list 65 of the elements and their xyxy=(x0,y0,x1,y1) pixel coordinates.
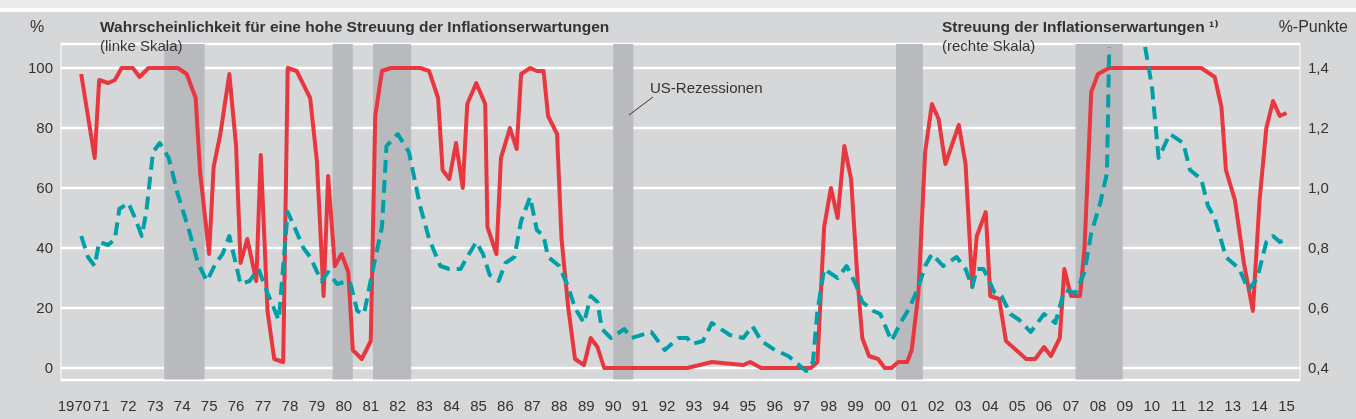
x-tick-label: 11 xyxy=(1171,396,1187,414)
y-tick-label: 0 xyxy=(44,359,53,377)
x-tick-label: 09 xyxy=(1116,396,1134,414)
y2-tick-label: 1,0 xyxy=(1308,179,1329,197)
x-tick-label: 86 xyxy=(497,396,514,414)
x-tick-label: 85 xyxy=(470,396,487,414)
x-tick-label: 89 xyxy=(577,396,595,414)
y-tick-label: 60 xyxy=(36,179,53,197)
x-tick-label: 12 xyxy=(1197,396,1215,414)
x-tick-label: 06 xyxy=(1035,396,1053,414)
x-tick-label: 04 xyxy=(981,396,999,414)
x-tick-label: 90 xyxy=(604,396,622,414)
x-tick-label: 71 xyxy=(93,396,110,414)
x-tick-label: 14 xyxy=(1251,396,1268,414)
x-tick-label: 02 xyxy=(928,396,945,414)
annotation: US-Rezessionen xyxy=(650,79,763,96)
text: Wahrscheinlichkeit für eine hohe Streuung der Inflationserwartungen xyxy=(100,17,610,36)
y-axis-title: % xyxy=(30,18,45,36)
y-tick-label: 80 xyxy=(36,119,53,137)
x-tick-label: 13 xyxy=(1224,396,1242,414)
annotation: (rechte Skala) xyxy=(942,36,1037,55)
x-tick-label: 73 xyxy=(146,396,164,414)
x-tick-label: 97 xyxy=(793,396,811,414)
x-tick-label: 82 xyxy=(389,396,407,414)
x-tick-label: 79 xyxy=(308,396,326,414)
y2-tick-label: 0,4 xyxy=(1308,359,1329,377)
x-tick-label: 10 xyxy=(1143,396,1161,414)
x-tick-label: 77 xyxy=(254,396,272,414)
x-tick-label: 91 xyxy=(631,396,649,414)
y-tick-label: 100 xyxy=(27,59,53,77)
x-tick-label: 74 xyxy=(173,396,191,414)
x-tick-label: 88 xyxy=(550,396,568,414)
x-tick-label: 96 xyxy=(766,396,784,414)
y2-tick-label: 1,2 xyxy=(1308,119,1329,137)
x-tick-label: 80 xyxy=(335,396,353,414)
y-tick-label: 40 xyxy=(36,239,53,257)
x-tick-label: 99 xyxy=(847,396,864,414)
x-tick-label: 07 xyxy=(1062,396,1080,414)
annotation: (linke Skala) xyxy=(100,36,184,55)
x-tick-label: 00 xyxy=(874,396,891,414)
y2-tick-label: 0,6 xyxy=(1308,299,1329,317)
text: Streuung der Inflationserwartungen ¹⁾ xyxy=(942,17,1219,36)
x-tick-label: 81 xyxy=(362,396,380,414)
x-tick-label: 95 xyxy=(739,396,757,414)
x-tick-label: 83 xyxy=(416,396,433,414)
x-tick-label: 01 xyxy=(901,396,918,414)
x-tick-label: 72 xyxy=(119,396,137,414)
y2-axis-title: %-Punkte xyxy=(1278,18,1348,36)
x-tick-label: 75 xyxy=(200,396,218,414)
x-tick-label: 84 xyxy=(443,396,460,414)
y2-tick-label: 1,4 xyxy=(1308,59,1329,77)
x-tick-label: 03 xyxy=(954,396,972,414)
x-tick-label: 78 xyxy=(281,396,299,414)
x-tick-label: 93 xyxy=(685,396,703,414)
x-tick-label: 76 xyxy=(227,396,245,414)
x-tick-label: 94 xyxy=(712,396,730,414)
x-tick-label: 15 xyxy=(1278,396,1295,414)
x-tick-label: 05 xyxy=(1008,396,1026,414)
x-tick-label: 08 xyxy=(1089,396,1107,414)
y2-tick-label: 0,8 xyxy=(1308,239,1329,257)
x-tick-label: 98 xyxy=(820,396,837,414)
x-tick-label: 1970 xyxy=(57,396,92,414)
x-tick-label: 87 xyxy=(524,396,541,414)
x-tick-label: 92 xyxy=(658,396,676,414)
y-tick-label: 20 xyxy=(36,299,53,317)
